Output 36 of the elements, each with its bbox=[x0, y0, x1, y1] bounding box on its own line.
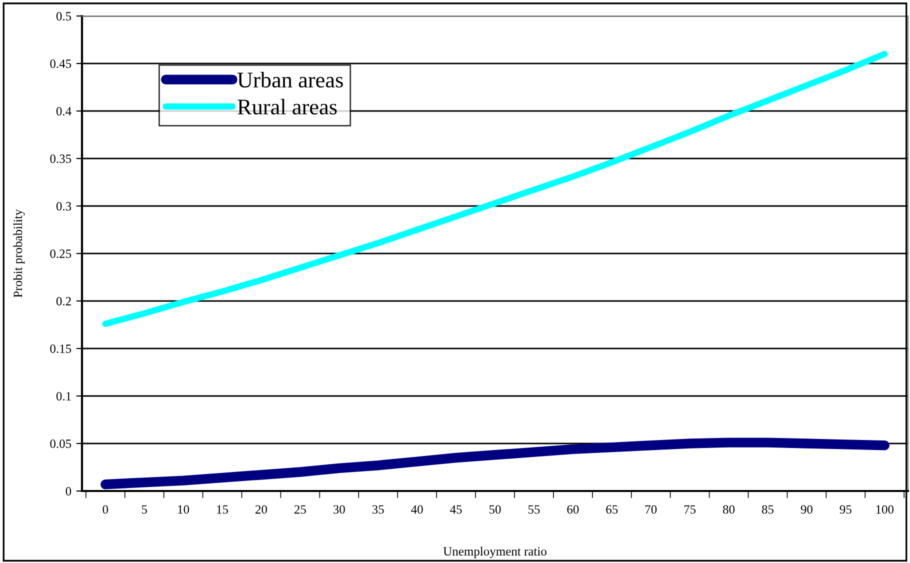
y-tick-label: 0.15 bbox=[50, 344, 72, 354]
x-tick-label: 0 bbox=[102, 505, 108, 514]
x-axis-title: Unemployment ratio bbox=[443, 546, 546, 558]
x-tick-label: 80 bbox=[723, 505, 735, 514]
x-tick-label: 60 bbox=[567, 505, 579, 514]
x-tick-label: 25 bbox=[294, 505, 306, 514]
y-tick-label: 0.5 bbox=[56, 12, 72, 21]
y-tick-label: 0.05 bbox=[50, 440, 72, 448]
y-tick-label: 0.35 bbox=[50, 154, 72, 164]
legend-label: Urban areas bbox=[237, 72, 343, 88]
x-tick-label: 50 bbox=[489, 505, 501, 514]
y-tick-label: 0 bbox=[66, 487, 72, 496]
y-tick-label: 0.4 bbox=[56, 107, 72, 116]
x-tick-label: 20 bbox=[256, 505, 267, 514]
x-tick-label: 100 bbox=[876, 505, 894, 514]
x-tick-label: 90 bbox=[800, 505, 812, 514]
x-tick-label: 65 bbox=[606, 505, 618, 514]
x-tick-label: 40 bbox=[411, 505, 423, 514]
legend-label: Rural areas bbox=[238, 98, 337, 115]
x-tick-label: 5 bbox=[142, 505, 147, 514]
y-axis-title: Probit probability bbox=[13, 209, 25, 298]
x-tick-label: 95 bbox=[840, 505, 852, 514]
x-tick-label: 75 bbox=[684, 505, 696, 514]
y-tick-label: 0.25 bbox=[50, 250, 72, 258]
y-tick-label: 0.2 bbox=[56, 297, 71, 306]
y-tick-label: 0.1 bbox=[56, 392, 71, 401]
x-tick-label: 55 bbox=[528, 505, 540, 514]
x-tick-label: 85 bbox=[762, 505, 774, 514]
x-tick-label: 35 bbox=[372, 505, 384, 514]
x-tick-label: 70 bbox=[645, 505, 657, 514]
x-tick-label: 45 bbox=[450, 505, 462, 514]
x-tick-label: 30 bbox=[334, 505, 345, 514]
y-tick-label: 0.45 bbox=[50, 60, 72, 68]
x-tick-label: 10 bbox=[178, 505, 190, 514]
x-tick-label: 15 bbox=[217, 505, 228, 514]
y-tick-label: 0.3 bbox=[56, 202, 72, 211]
